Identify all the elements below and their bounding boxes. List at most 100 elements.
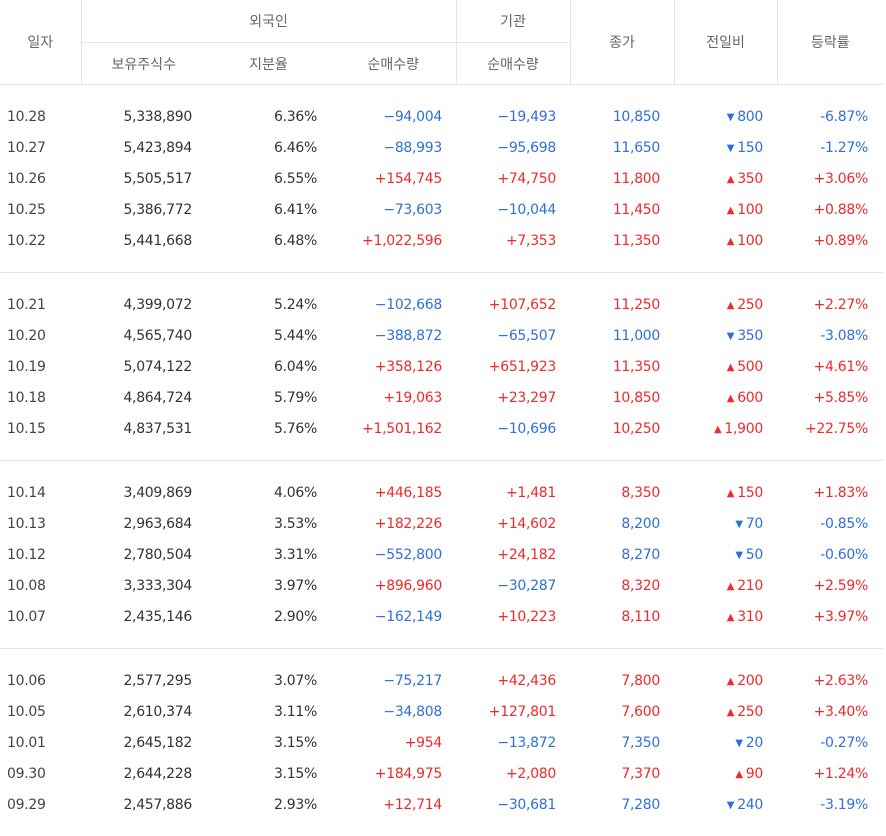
date-cell: 09.30: [0, 758, 81, 789]
change-cell: ▲150: [674, 477, 777, 508]
inst-net-cell: +10,223: [456, 601, 570, 632]
date-cell: 10.20: [0, 320, 81, 351]
change-value: 350: [737, 171, 763, 187]
inst-net-cell: +74,750: [456, 163, 570, 194]
inst-net-cell: −30,681: [456, 789, 570, 820]
change-value: 100: [737, 202, 763, 218]
triangle-down-icon: ▼: [727, 112, 734, 123]
triangle-down-icon: ▼: [735, 519, 742, 530]
foreign-net-cell: +154,745: [331, 163, 456, 194]
header-date: 일자: [0, 0, 81, 85]
change-cell: ▼350: [674, 320, 777, 351]
share-cell: 5.24%: [206, 289, 331, 320]
holdings-cell: 5,441,668: [81, 225, 206, 256]
group-divider: [0, 256, 883, 273]
inst-net-cell: +2,080: [456, 758, 570, 789]
change-value: 50: [746, 547, 763, 563]
change-cell: ▲250: [674, 289, 777, 320]
share-cell: 3.97%: [206, 570, 331, 601]
holdings-cell: 5,505,517: [81, 163, 206, 194]
holdings-cell: 5,074,122: [81, 351, 206, 382]
share-cell: 3.15%: [206, 758, 331, 789]
header-foreign-net: 순매수량: [331, 43, 456, 85]
triangle-down-icon: ▼: [735, 738, 742, 749]
share-cell: 3.07%: [206, 665, 331, 696]
rate-cell: -1.27%: [777, 132, 883, 163]
holdings-cell: 2,645,182: [81, 727, 206, 758]
rate-cell: +2.59%: [777, 570, 883, 601]
group-spacer: [0, 273, 883, 290]
triangle-up-icon: ▲: [727, 174, 734, 185]
spacer-cell: [0, 461, 883, 478]
foreign-net-cell: +12,714: [331, 789, 456, 820]
change-cell: ▲250: [674, 696, 777, 727]
close-cell: 7,370: [570, 758, 674, 789]
share-cell: 6.41%: [206, 194, 331, 225]
rate-cell: +5.85%: [777, 382, 883, 413]
foreign-net-cell: +896,960: [331, 570, 456, 601]
triangle-up-icon: ▲: [735, 769, 742, 780]
change-cell: ▼150: [674, 132, 777, 163]
triangle-down-icon: ▼: [727, 331, 734, 342]
foreign-net-cell: +446,185: [331, 477, 456, 508]
share-cell: 3.31%: [206, 539, 331, 570]
holdings-cell: 2,435,146: [81, 601, 206, 632]
rate-cell: +3.06%: [777, 163, 883, 194]
inst-net-cell: +24,182: [456, 539, 570, 570]
inst-net-cell: −95,698: [456, 132, 570, 163]
holdings-cell: 5,338,890: [81, 101, 206, 132]
divider-cell: [0, 632, 883, 649]
change-value: 500: [737, 359, 763, 375]
holdings-cell: 3,333,304: [81, 570, 206, 601]
triangle-up-icon: ▲: [727, 205, 734, 216]
change-value: 210: [737, 578, 763, 594]
divider-cell: [0, 256, 883, 273]
inst-net-cell: +7,353: [456, 225, 570, 256]
inst-net-cell: −10,044: [456, 194, 570, 225]
rate-cell: +1.83%: [777, 477, 883, 508]
share-cell: 6.48%: [206, 225, 331, 256]
foreign-net-cell: +1,022,596: [331, 225, 456, 256]
inst-net-cell: −30,287: [456, 570, 570, 601]
change-value: 600: [737, 390, 763, 406]
close-cell: 11,450: [570, 194, 674, 225]
date-cell: 10.18: [0, 382, 81, 413]
rate-cell: -0.60%: [777, 539, 883, 570]
share-cell: 3.11%: [206, 696, 331, 727]
share-cell: 3.15%: [206, 727, 331, 758]
change-cell: ▲350: [674, 163, 777, 194]
foreign-net-cell: +182,226: [331, 508, 456, 539]
change-value: 150: [737, 485, 763, 501]
inst-net-cell: −10,696: [456, 413, 570, 444]
holdings-cell: 2,457,886: [81, 789, 206, 820]
date-cell: 10.25: [0, 194, 81, 225]
triangle-up-icon: ▲: [727, 393, 734, 404]
change-value: 70: [746, 516, 763, 532]
group-spacer: [0, 649, 883, 666]
inst-net-cell: −19,493: [456, 101, 570, 132]
holdings-cell: 4,399,072: [81, 289, 206, 320]
change-cell: ▲310: [674, 601, 777, 632]
change-cell: ▼800: [674, 101, 777, 132]
divider-cell: [0, 820, 883, 836]
date-cell: 10.07: [0, 601, 81, 632]
close-cell: 7,350: [570, 727, 674, 758]
close-cell: 11,650: [570, 132, 674, 163]
share-cell: 5.44%: [206, 320, 331, 351]
date-cell: 10.21: [0, 289, 81, 320]
holdings-cell: 4,565,740: [81, 320, 206, 351]
header-institution: 기관: [456, 0, 570, 43]
date-cell: 09.29: [0, 789, 81, 820]
triangle-up-icon: ▲: [727, 236, 734, 247]
